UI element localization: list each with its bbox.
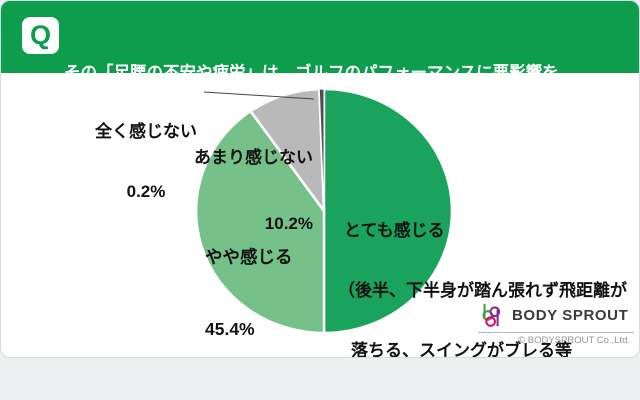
label-amari: あまり感じない 10.2% <box>109 103 313 279</box>
pie-chart-svg <box>194 87 454 335</box>
label-mattaku: 全く感じない 0.2% <box>85 82 207 242</box>
label-totemo-detail1: （後半、下半身が踏ん張れず飛距離が <box>338 281 627 300</box>
pie-segment-yaya <box>194 109 326 335</box>
infographic-card: Q その「足腰の不安や疲労」は、ゴルフのパフォーマンスに悪影響を 与えていると感… <box>0 0 640 358</box>
label-amari-text: あまり感じない <box>194 148 313 167</box>
question-badge: Q <box>22 17 59 54</box>
body-sprout-logo: BODY SPROUT © BODYSPROUT Co.,Ltd. <box>478 300 636 346</box>
label-mattaku-text: 全く感じない <box>95 122 197 141</box>
label-amari-value: 10.2% <box>264 214 313 233</box>
label-totemo-text: とても感じる <box>344 221 445 240</box>
pie-segment-totemo <box>322 87 454 335</box>
label-totemo: とても感じる （後半、下半身が踏ん張れず飛距離が 落ちる、スイングがブレる等 4… <box>338 181 627 358</box>
copyright-text: © BODYSPROUT Co.,Ltd. <box>518 335 630 346</box>
body-sprout-logo-icon <box>482 303 501 327</box>
leader-line-mattaku <box>203 91 315 100</box>
question-title-line1: その「足腰の不安や疲労」は、ゴルフのパフォーマンスに悪影響を <box>64 64 559 82</box>
label-yaya-text: やや感じる <box>205 247 293 267</box>
pie-chart: 全く感じない 0.2% あまり感じない 10.2% やや感じる 45.4% とて… <box>1 73 639 357</box>
label-yaya-value: 45.4% <box>205 319 255 339</box>
pie-segment-mattaku <box>318 88 325 212</box>
label-totemo-detail2: 落ちる、スイングがブレる等 <box>351 341 572 358</box>
logo-divider <box>478 332 634 333</box>
label-yaya: やや感じる 45.4% <box>205 197 293 357</box>
label-mattaku-value: 0.2% <box>126 182 166 201</box>
body-sprout-logo-text: BODY SPROUT <box>512 306 629 324</box>
